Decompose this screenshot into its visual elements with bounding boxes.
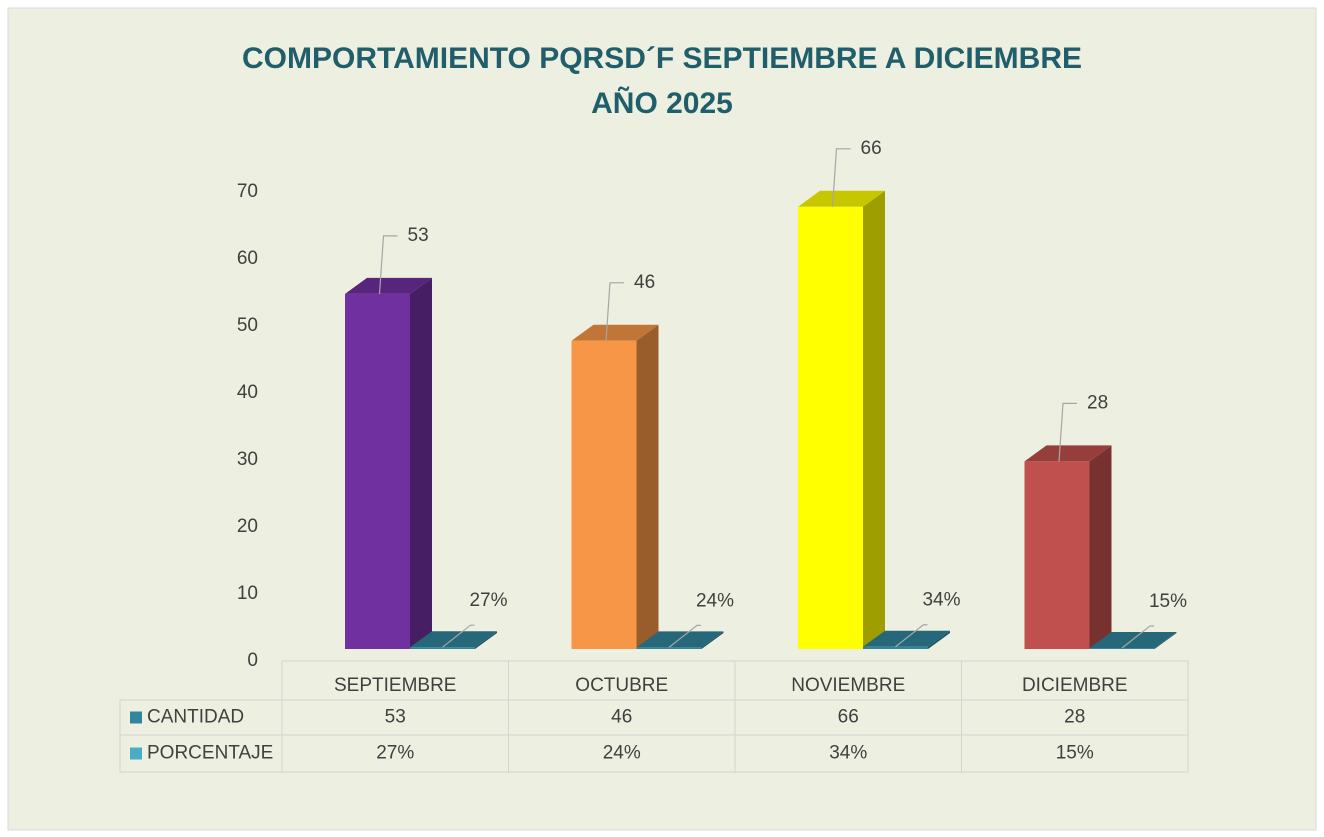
- bar-side: [928, 630, 950, 649]
- data-label: 15%: [1149, 591, 1187, 612]
- leader-line: [1058, 402, 1077, 462]
- table-value: 28: [1064, 707, 1085, 728]
- leader-line: [895, 624, 928, 648]
- bar: [345, 277, 432, 649]
- data-label: 28: [1087, 392, 1108, 413]
- bar-side: [863, 190, 885, 650]
- bar-front: [636, 647, 702, 649]
- legend-label: PORCENTAJE: [147, 743, 273, 764]
- data-label: 34%: [922, 590, 960, 611]
- data-label: 24%: [696, 590, 734, 611]
- bar-top: [798, 190, 885, 207]
- bar-top: [571, 324, 659, 341]
- bar-front: [1024, 461, 1090, 649]
- bar-side: [636, 324, 659, 649]
- table-value: 53: [385, 707, 406, 728]
- data-label: 53: [408, 225, 429, 246]
- bar-top: [345, 277, 432, 294]
- bar-side: [1154, 631, 1177, 649]
- table-value: 15%: [1056, 743, 1094, 764]
- bar: [571, 324, 659, 649]
- leader-line: [605, 282, 624, 341]
- leader-line: [442, 624, 475, 648]
- table-value: 24%: [603, 743, 641, 764]
- y-tick-label: 60: [237, 248, 258, 269]
- bar-front: [571, 340, 637, 649]
- y-tick-label: 50: [237, 315, 258, 336]
- y-tick-label: 20: [237, 516, 258, 537]
- y-tick-label: 30: [237, 449, 258, 470]
- table-value: 66: [838, 707, 859, 728]
- legend-label: CANTIDAD: [147, 707, 244, 728]
- table-value: 46: [611, 707, 632, 728]
- bar-front: [1089, 647, 1155, 649]
- legend-key: [130, 711, 142, 724]
- x-tick-label: SEPTIEMBRE: [334, 675, 456, 696]
- bar-side: [1089, 445, 1112, 649]
- chart-subtitle: AÑO 2025: [591, 86, 733, 120]
- bar-side: [475, 631, 497, 649]
- bar-side: [410, 277, 432, 649]
- y-tick-label: 0: [247, 650, 258, 671]
- y-tick-label: 70: [237, 181, 258, 202]
- leader-line: [378, 235, 398, 294]
- bar-front: [863, 646, 928, 649]
- data-label: 66: [861, 138, 882, 159]
- table-cell: [961, 734, 1189, 773]
- bar-front: [798, 206, 863, 650]
- chart-background: [7, 7, 1317, 831]
- chart-title: COMPORTAMIENTO PQRSD´F SEPTIEMBRE A DICI…: [242, 42, 1082, 75]
- bar-top: [1024, 445, 1112, 462]
- leader-line: [1121, 625, 1154, 649]
- bar-front: [410, 647, 475, 649]
- x-tick-label: OCTUBRE: [575, 675, 668, 696]
- legend-key: [130, 747, 142, 760]
- bar-front: [345, 293, 410, 649]
- x-tick-label: DICIEMBRE: [1022, 675, 1128, 696]
- table-value: 34%: [829, 743, 867, 764]
- leader-line: [668, 624, 701, 648]
- y-tick-label: 10: [237, 583, 258, 604]
- bar: [798, 190, 885, 650]
- bar: [1024, 445, 1112, 649]
- data-label: 46: [634, 272, 655, 293]
- y-tick-label: 40: [237, 382, 258, 403]
- table-value: 27%: [376, 743, 414, 764]
- data-label: 27%: [469, 590, 507, 611]
- leader-line: [831, 148, 851, 207]
- x-tick-label: NOVIEMBRE: [791, 675, 905, 696]
- bar-side: [701, 631, 724, 649]
